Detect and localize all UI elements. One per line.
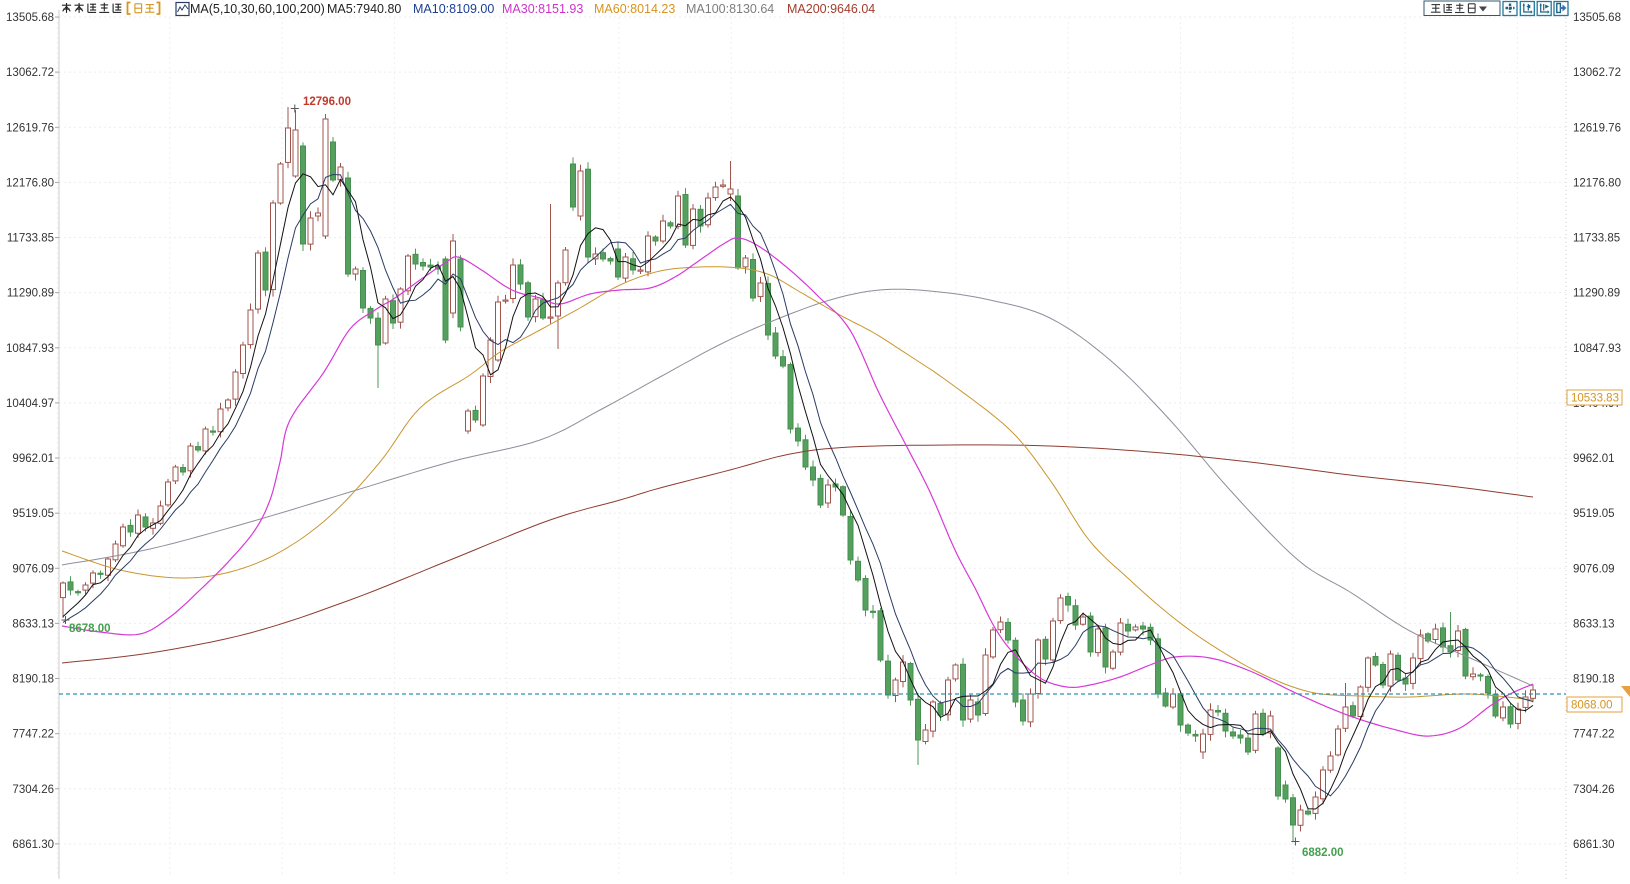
- svg-text:12796.00: 12796.00: [303, 96, 351, 108]
- svg-text:12176.80: 12176.80: [1573, 177, 1621, 189]
- svg-text:9519.05: 9519.05: [1573, 508, 1615, 520]
- svg-text:7304.26: 7304.26: [1573, 784, 1615, 796]
- svg-text:10404.97: 10404.97: [6, 398, 54, 410]
- svg-text:MA5:7940.80: MA5:7940.80: [327, 2, 401, 16]
- svg-text:13062.72: 13062.72: [1573, 67, 1621, 79]
- svg-text:9519.05: 9519.05: [12, 508, 54, 520]
- svg-text:6861.30: 6861.30: [12, 839, 54, 851]
- svg-text:10847.93: 10847.93: [1573, 343, 1621, 355]
- svg-text:MA10:8109.00: MA10:8109.00: [413, 2, 494, 16]
- svg-text:9962.01: 9962.01: [1573, 453, 1615, 465]
- svg-text:8068.00: 8068.00: [1571, 700, 1613, 712]
- svg-text:6861.30: 6861.30: [1573, 839, 1615, 851]
- svg-text:13505.68: 13505.68: [6, 12, 54, 24]
- svg-text:12176.80: 12176.80: [6, 177, 54, 189]
- svg-text:13062.72: 13062.72: [6, 67, 54, 79]
- svg-text:6882.00: 6882.00: [1302, 847, 1344, 859]
- svg-text:8190.18: 8190.18: [1573, 674, 1615, 686]
- svg-text:8678.00: 8678.00: [69, 623, 111, 635]
- svg-text:8633.13: 8633.13: [1573, 618, 1615, 630]
- svg-text:10847.93: 10847.93: [6, 343, 54, 355]
- svg-text:9076.09: 9076.09: [1573, 563, 1615, 575]
- svg-text:9962.01: 9962.01: [12, 453, 54, 465]
- svg-text:MA200:9646.04: MA200:9646.04: [787, 2, 875, 16]
- svg-text:7747.22: 7747.22: [12, 729, 54, 741]
- svg-text:MA30:8151.93: MA30:8151.93: [502, 2, 583, 16]
- svg-text:MA60:8014.23: MA60:8014.23: [594, 2, 675, 16]
- svg-text:12619.76: 12619.76: [1573, 122, 1621, 134]
- svg-text:MA(5,10,30,60,100,200): MA(5,10,30,60,100,200): [190, 2, 325, 16]
- svg-text:9076.09: 9076.09: [12, 563, 54, 575]
- svg-text:13505.68: 13505.68: [1573, 12, 1621, 24]
- svg-text:7304.26: 7304.26: [12, 784, 54, 796]
- svg-text:7747.22: 7747.22: [1573, 729, 1615, 741]
- svg-text:11290.89: 11290.89: [7, 288, 54, 300]
- svg-text:12619.76: 12619.76: [6, 122, 54, 134]
- svg-text:8633.13: 8633.13: [12, 618, 54, 630]
- svg-text:8190.18: 8190.18: [12, 674, 54, 686]
- svg-text:11290.89: 11290.89: [1573, 288, 1620, 300]
- svg-text:MA100:8130.64: MA100:8130.64: [686, 2, 774, 16]
- svg-text:11733.85: 11733.85: [7, 233, 54, 245]
- svg-text:10533.83: 10533.83: [1571, 393, 1619, 405]
- svg-text:11733.85: 11733.85: [1573, 233, 1620, 245]
